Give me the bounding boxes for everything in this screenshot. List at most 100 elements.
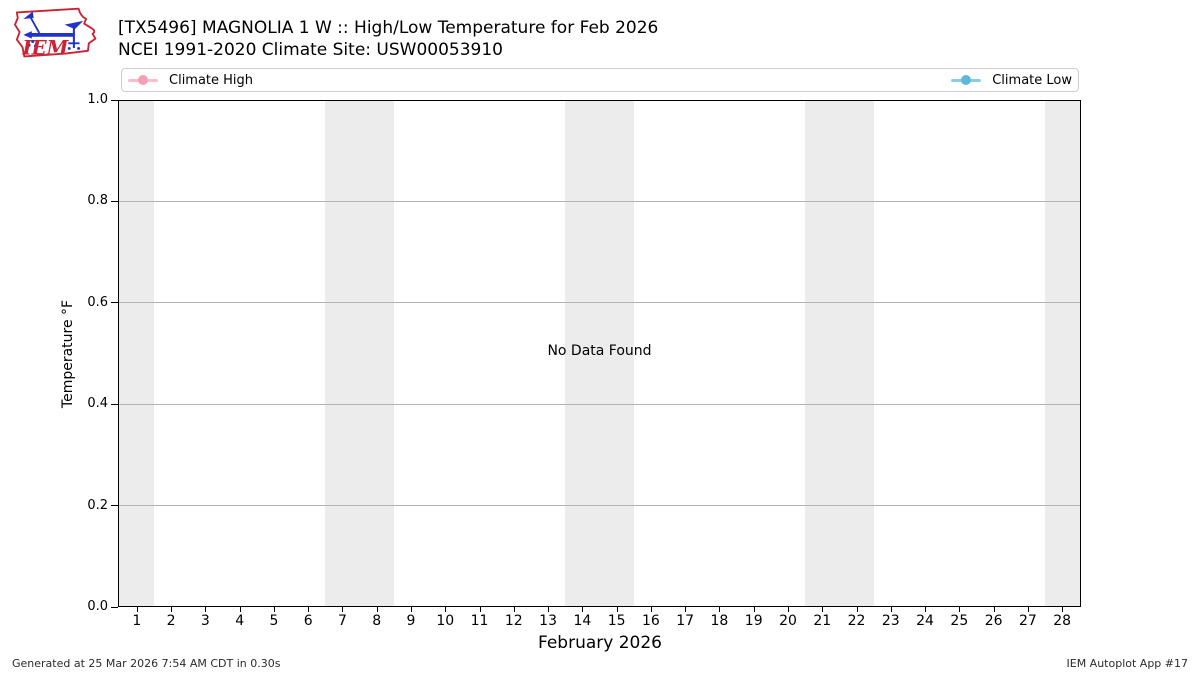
x-tick-label: 5	[269, 613, 279, 629]
x-tick-label: 9	[406, 613, 416, 629]
x-tick	[411, 607, 412, 612]
x-tick	[822, 607, 824, 612]
y-tick	[111, 200, 118, 202]
y-gridline	[119, 505, 1080, 507]
x-tick	[548, 607, 550, 612]
x-tick-label: 10	[436, 613, 455, 629]
x-tick-label: 4	[235, 613, 245, 629]
x-tick-label: 28	[1053, 613, 1072, 629]
x-tick	[273, 607, 275, 612]
x-tick	[136, 607, 138, 612]
y-tick	[111, 403, 118, 405]
x-tick	[787, 607, 789, 612]
x-tick-label: 11	[470, 613, 489, 629]
x-tick-label: 14	[573, 613, 592, 629]
x-tick-label: 16	[641, 613, 660, 629]
y-tick-label: 1.0	[87, 92, 108, 107]
x-tick	[513, 607, 515, 612]
weather-vane-icon	[23, 11, 84, 50]
x-tick-label: 23	[881, 613, 900, 629]
x-tick	[753, 607, 755, 612]
x-tick	[582, 607, 584, 612]
legend-label-climate-low: Climate Low	[992, 72, 1072, 88]
y-gridline	[119, 200, 1080, 202]
x-tick	[1027, 607, 1029, 612]
iowa-outline-icon	[14, 7, 97, 58]
x-tick-label: 2	[166, 613, 176, 629]
y-gridline	[119, 302, 1080, 304]
x-tick-label: 15	[607, 613, 626, 629]
x-tick	[479, 607, 481, 612]
x-tick-label: 1	[132, 613, 142, 629]
x-tick	[376, 607, 378, 612]
x-tick	[239, 607, 241, 612]
x-tick-label: 7	[338, 613, 347, 629]
y-tick-label: 0.8	[87, 193, 108, 209]
x-tick-label: 27	[1018, 613, 1037, 629]
legend: Climate High Climate Low	[121, 68, 1079, 92]
x-axis-label: February 2026	[538, 633, 662, 653]
app-credit: IEM Autoplot App #17	[1066, 657, 1189, 670]
y-tick-label: 0.4	[87, 396, 108, 412]
y-tick-label: 0.0	[87, 599, 108, 614]
y-tick	[111, 99, 118, 101]
x-tick	[308, 607, 310, 612]
weekend-band	[805, 101, 874, 606]
x-tick	[342, 607, 344, 612]
iem-logo: IEM	[14, 7, 97, 60]
y-tick	[111, 606, 118, 608]
chart-title: [TX5496] MAGNOLIA 1 W :: High/Low Temper…	[118, 18, 659, 38]
x-tick-label: 12	[504, 613, 523, 629]
y-tick	[111, 302, 118, 304]
climate-high-dot	[138, 75, 148, 85]
no-data-message: No Data Found	[547, 342, 652, 359]
x-tick-label: 13	[539, 613, 558, 629]
x-tick-label: 18	[710, 613, 729, 629]
x-tick-label: 20	[779, 613, 797, 629]
y-tick	[111, 505, 118, 507]
weekend-band	[325, 101, 394, 606]
weekend-band	[1045, 101, 1080, 606]
x-tick	[445, 607, 447, 612]
x-tick	[890, 607, 892, 612]
weekend-band	[119, 101, 154, 606]
iem-logo-text: IEM	[21, 37, 69, 60]
legend-entry-climate-high: Climate High	[128, 73, 253, 88]
x-tick-label: 22	[847, 613, 866, 629]
x-tick-label: 26	[984, 613, 1003, 629]
x-tick-label: 3	[200, 613, 210, 629]
x-tick	[925, 607, 927, 612]
y-tick-label: 0.6	[87, 294, 108, 310]
y-axis-label: Temperature °F	[60, 299, 76, 409]
x-tick	[205, 607, 207, 612]
legend-entry-climate-low: Climate Low	[951, 73, 1072, 88]
x-tick	[650, 607, 652, 612]
x-tick-label: 25	[950, 613, 969, 629]
weekend-band	[565, 101, 634, 606]
x-tick	[1062, 607, 1064, 612]
x-tick-label: 24	[916, 613, 934, 629]
x-tick	[719, 607, 721, 612]
plot-area: No Data Found	[118, 100, 1081, 607]
x-tick	[959, 607, 961, 612]
x-tick	[616, 607, 618, 612]
chart-subtitle: NCEI 1991-2020 Climate Site: USW00053910	[118, 40, 503, 60]
climate-low-marker-icon	[951, 75, 982, 86]
title-block: [TX5496] MAGNOLIA 1 W :: High/Low Temper…	[118, 17, 658, 61]
y-gridline	[119, 403, 1080, 405]
climate-low-dot	[961, 75, 972, 85]
x-tick-label: 19	[744, 613, 763, 629]
generated-timestamp: Generated at 25 Mar 2026 7:54 AM CDT in …	[12, 657, 281, 670]
x-tick	[171, 607, 173, 612]
x-tick	[993, 607, 995, 612]
legend-label-climate-high: Climate High	[169, 72, 254, 88]
x-tick	[685, 607, 687, 612]
x-tick-label: 17	[676, 613, 695, 629]
climate-high-marker-icon	[128, 75, 158, 86]
x-tick-label: 8	[372, 613, 382, 629]
x-tick-label: 21	[813, 613, 832, 629]
x-tick-label: 6	[303, 613, 313, 629]
x-tick	[856, 607, 858, 612]
y-tick-label: 0.2	[87, 497, 108, 513]
